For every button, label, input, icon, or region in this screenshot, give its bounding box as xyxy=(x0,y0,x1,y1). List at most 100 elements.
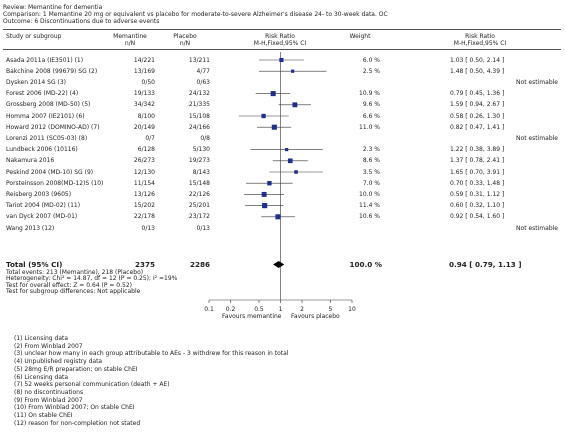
study-g1: 19/133 xyxy=(133,90,155,98)
total-label: Total (95% CI) xyxy=(6,260,63,269)
study-weight: 8.6 % xyxy=(362,157,380,165)
study-g1: 8/100 xyxy=(137,112,155,120)
study-marker xyxy=(279,57,284,63)
study-name: Homma 2007 (IE2101) (6) xyxy=(6,112,85,120)
col-rr-plot-method: M-H,Fixed,95% CI xyxy=(253,40,307,47)
tick-label: 5 xyxy=(328,306,333,313)
study-name: Bakchine 2008 (99679) SG (2) xyxy=(6,67,98,75)
study-marker xyxy=(270,91,276,97)
summary-line: Test for subgroup differences: Not appli… xyxy=(6,288,141,296)
study-ci: 0.58 [ 0.26, 1.30 ] xyxy=(450,112,505,120)
col-weight-header: Weight xyxy=(349,33,371,40)
study-weight: 9.6 % xyxy=(362,101,380,109)
study-marker xyxy=(294,170,298,174)
study-weight: 10.6 % xyxy=(359,213,380,221)
footnote: (8) no discontinuations xyxy=(14,388,84,396)
study-name: Forest 2006 (MD-22) (4) xyxy=(6,90,79,98)
footnote: (6) Licensing data xyxy=(14,373,69,381)
study-g1: 0/50 xyxy=(141,78,155,86)
study-g1: 0/13 xyxy=(141,224,155,232)
study-weight: 2.3 % xyxy=(362,146,380,154)
study-ci: 1.65 [ 0.70, 3.91 ] xyxy=(450,168,505,176)
tick-label: 0.2 xyxy=(225,306,236,313)
study-g1: 11/154 xyxy=(133,179,155,187)
study-g2: 24/132 xyxy=(188,90,210,98)
study-weight: 3.5 % xyxy=(362,168,380,176)
study-name: Reisberg 2003 (9605) xyxy=(6,190,72,198)
study-g1: 12/130 xyxy=(133,168,155,176)
study-ci: 0.59 [ 0.31, 1.12 ] xyxy=(450,190,505,198)
summary-line: Test for overall effect: Z = 0.64 (P = 0… xyxy=(6,281,132,289)
study-g2: 19/273 xyxy=(188,157,210,165)
study-g1: 13/126 xyxy=(133,190,155,198)
study-g2: 25/201 xyxy=(188,202,210,210)
study-weight: 10.0 % xyxy=(359,190,380,198)
study-name: Nakamura 2016 xyxy=(6,157,55,165)
study-name: Peskind 2004 (MD-10) SG (9) xyxy=(6,168,94,176)
study-marker xyxy=(261,191,267,197)
outcome-title: Outcome: 6 Discontinuations due to adver… xyxy=(3,18,160,25)
study-weight: 6.0 % xyxy=(362,56,380,64)
study-ci: 1.59 [ 0.94, 2.67 ] xyxy=(450,101,505,109)
study-g1: 26/273 xyxy=(133,157,155,165)
summary-line: Total events: 213 (Memantine), 218 (Plac… xyxy=(6,269,144,276)
study-name: Lorenzi 2011 (SC05-03) (8) xyxy=(6,134,88,142)
col-g2-header: Placebo xyxy=(173,33,197,40)
study-weight: 6.6 % xyxy=(362,112,380,120)
tick-label: 10 xyxy=(348,306,356,313)
study-g1: 20/149 xyxy=(133,123,155,131)
study-ci: 1.03 [ 0.50, 2.14 ] xyxy=(450,56,505,64)
study-ci: 0.82 [ 0.47, 1.41 ] xyxy=(450,123,505,131)
study-weight: 2.5 % xyxy=(362,67,380,75)
study-g2: 8/143 xyxy=(192,168,210,176)
total-g2: 2286 xyxy=(189,260,210,269)
study-ci: 0.79 [ 0.45, 1.36 ] xyxy=(450,90,505,98)
footnote: (4) Unpublished registry data xyxy=(14,358,103,366)
study-weight: 11.4 % xyxy=(359,202,380,210)
footnote: (3) unclear how many in each group attri… xyxy=(14,350,289,358)
footnote: (12) reason for non-completion not state… xyxy=(14,419,141,427)
footnote: (2) From Winblad 2007 xyxy=(14,342,83,350)
total-diamond xyxy=(273,261,285,268)
study-weight: 10.9 % xyxy=(359,90,380,98)
footnote: (7) 52 weeks personal communication (dea… xyxy=(14,381,170,389)
study-g2: 0/8 xyxy=(200,134,210,142)
study-weight: 11.0 % xyxy=(359,123,380,131)
study-name: Wang 2013 (12) xyxy=(6,224,55,232)
study-marker xyxy=(285,148,289,152)
study-g1: 22/178 xyxy=(133,213,155,221)
footnote: (9) From Winblad 2007 xyxy=(14,396,83,404)
col-rr-plot-header: Risk Ratio xyxy=(265,33,295,40)
study-g2: 22/126 xyxy=(188,190,210,198)
favours-placebo-label: Favours placebo xyxy=(291,313,340,320)
study-marker xyxy=(291,69,295,73)
study-ci: Not estimable xyxy=(516,78,558,86)
study-name: Tariot 2004 (MD-02) (11) xyxy=(6,202,81,210)
study-marker xyxy=(261,113,266,119)
study-weight: 7.0 % xyxy=(362,179,380,187)
tick-label: 0.1 xyxy=(204,306,214,313)
col-g2-unit: n/N xyxy=(179,40,191,47)
favours-memantine-label: Favours memantine xyxy=(222,313,282,320)
study-g2: 24/166 xyxy=(188,123,210,131)
study-name: Lundbeck 2006 (10116) xyxy=(6,146,78,154)
study-ci: 0.70 [ 0.33, 1.48 ] xyxy=(450,179,505,187)
tick-label: 0.5 xyxy=(254,306,264,313)
study-marker xyxy=(292,102,298,108)
study-g2: 15/108 xyxy=(188,112,210,120)
study-marker xyxy=(271,124,277,130)
study-ci: 0.60 [ 0.32, 1.10 ] xyxy=(450,202,505,210)
study-marker xyxy=(262,203,268,209)
footnote: (1) Licensing data xyxy=(14,335,69,342)
study-name: Porsteinsson 2008(MD-12)S (10) xyxy=(6,179,104,187)
study-name: Howard 2012 (DOMINO-AD) (7) xyxy=(6,123,100,131)
study-g1: 6/128 xyxy=(137,146,155,154)
study-g1: 34/342 xyxy=(133,101,155,109)
study-g2: 0/13 xyxy=(196,224,210,232)
study-g2: 13/211 xyxy=(188,56,210,64)
study-g2: 23/172 xyxy=(188,213,210,221)
comparison-title: Comparison: 1 Memantine 20 mg or equival… xyxy=(3,11,388,18)
study-marker xyxy=(275,214,281,220)
footnote: (5) 28mg E/R preparation; on stable ChEI xyxy=(14,365,138,373)
